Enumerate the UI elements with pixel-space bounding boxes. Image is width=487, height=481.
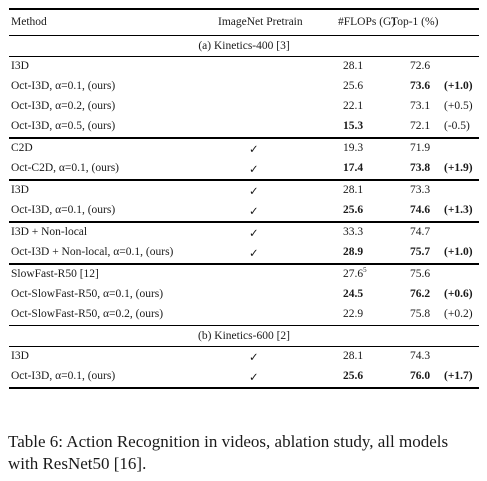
pretrain-cell: ✓ [249,228,259,240]
flops-cell: 28.1 [343,350,364,362]
flops-cell: 27.65 [343,266,367,280]
pretrain-cell: ✓ [249,144,259,156]
method-cell: Oct-I3D + Non-local, α=0.1, (ours) [11,246,174,258]
table-row: I3D ✓ 28.1 73.3 [9,181,479,201]
table-row: Oct-I3D, α=0.5, (ours) 15.3 72.1 (-0.5) [9,117,479,137]
flops-cell: 22.9 [343,308,364,320]
table-row: C2D ✓ 19.3 71.9 [9,139,479,159]
group-rule [9,179,479,181]
table-row: Oct-I3D, α=0.2, (ours) 22.1 73.1 (+0.5) [9,97,479,117]
flops-cell: 25.6 [343,370,364,382]
footnote-mark: 5 [363,266,367,275]
method-cell: I3D [11,184,29,196]
top1-cell: 71.9 [410,142,431,154]
table-row: I3D ✓ 28.1 74.3 [9,347,479,367]
bottom-rule [9,387,479,389]
section-rule [9,325,479,326]
section-rule [9,35,479,36]
table-row: Oct-I3D, α=0.1, (ours) ✓ 25.6 74.6 (+1.3) [9,201,479,221]
flops-cell: 28.1 [343,184,364,196]
pretrain-cell: ✓ [249,164,259,176]
table-body: (a) Kinetics-400 [3] I3D 28.1 72.6 Oct-I3D, … [9,35,479,389]
method-cell: C2D [11,142,33,154]
method-cell: I3D [11,60,29,72]
method-cell: Oct-SlowFast-R50, α=0.1, (ours) [11,288,164,300]
top1-cell: 74.7 [410,226,431,238]
table-row: Oct-C2D, α=0.1, (ours) ✓ 17.4 73.8 (+1.9) [9,159,479,179]
top1-cell: 73.1 [410,100,431,112]
method-cell: Oct-I3D, α=0.5, (ours) [11,120,116,132]
section-title: (a) Kinetics-400 [3] [198,40,290,52]
delta-cell: (+0.5) [444,100,473,112]
flops-cell: 15.3 [343,120,364,132]
table-header-row: Method ImageNet Pretrain #FLOPs (G) Top-… [9,10,479,35]
delta-cell: (+1.7) [444,370,473,382]
table-row: Oct-I3D + Non-local, α=0.1, (ours) ✓ 28.9 7… [9,243,479,263]
pretrain-cell: ✓ [249,186,259,198]
top1-cell: 74.6 [410,204,431,216]
group-rule [9,346,479,347]
table-row: Oct-I3D, α=0.1, (ours) 25.6 73.6 (+1.0) [9,77,479,97]
top1-cell: 73.3 [410,184,431,196]
group-rule [9,221,479,223]
method-cell: Oct-C2D, α=0.1, (ours) [11,162,120,174]
top1-cell: 72.6 [410,60,431,72]
flops-cell: 19.3 [343,142,364,154]
method-cell: SlowFast-R50 [12] [11,268,99,280]
top1-cell: 75.6 [410,268,431,280]
table-row: SlowFast-R50 [12] 27.65 75.6 [9,265,479,285]
method-cell: Oct-I3D, α=0.2, (ours) [11,100,116,112]
table-caption: Table 6: Action Recognition in videos, a… [8,432,449,473]
group-rule [9,263,479,265]
flops-cell: 17.4 [343,162,364,174]
pretrain-cell: ✓ [249,372,259,384]
header-method: Method [11,16,47,28]
header-pretrain: ImageNet Pretrain [218,16,303,28]
flops-cell: 28.1 [343,60,364,72]
table-row: Oct-I3D, α=0.1, (ours) ✓ 25.6 76.0 (+1.7) [9,367,479,387]
pretrain-cell: ✓ [249,352,259,364]
group-rule [9,137,479,139]
method-cell: I3D + Non-local [11,226,88,238]
table-row: I3D 28.1 72.6 [9,57,479,77]
delta-cell: (-0.5) [444,120,470,132]
delta-cell: (+0.2) [444,308,473,320]
method-cell: Oct-I3D, α=0.1, (ours) [11,204,116,216]
top1-cell: 75.8 [410,308,431,320]
top1-cell: 72.1 [410,120,431,132]
header-flops: #FLOPs (G) [338,16,396,28]
top1-cell: 76.0 [410,370,431,382]
flops-cell: 25.6 [343,80,364,92]
top1-cell: 73.6 [410,80,431,92]
delta-cell: (+0.6) [444,288,473,300]
header-top1: Top-1 (%) [391,16,439,28]
flops-cell: 28.9 [343,246,364,258]
table-row: Oct-SlowFast-R50, α=0.2, (ours) 22.9 75.8 (… [9,305,479,325]
top-rule [9,8,479,10]
pretrain-cell: ✓ [249,248,259,260]
delta-cell: (+1.3) [444,204,473,216]
top1-cell: 73.8 [410,162,431,174]
method-cell: Oct-SlowFast-R50, α=0.2, (ours) [11,308,164,320]
delta-cell: (+1.0) [444,80,473,92]
group-rule [9,56,479,57]
flops-cell: 25.6 [343,204,364,216]
pretrain-cell: ✓ [249,206,259,218]
flops-cell: 22.1 [343,100,364,112]
flops-cell: 24.5 [343,288,364,300]
top1-cell: 74.3 [410,350,431,362]
table-row: Oct-SlowFast-R50, α=0.1, (ours) 24.5 76.2 (… [9,285,479,305]
flops-cell: 33.3 [343,226,364,238]
delta-cell: (+1.9) [444,162,473,174]
delta-cell: (+1.0) [444,246,473,258]
top1-cell: 76.2 [410,288,431,300]
section-title: (b) Kinetics-600 [2] [198,330,290,342]
method-cell: Oct-I3D, α=0.1, (ours) [11,80,116,92]
method-cell: I3D [11,350,29,362]
results-table: Method ImageNet Pretrain #FLOPs (G) Top-… [9,8,479,389]
table-row: I3D + Non-local ✓ 33.3 74.7 [9,223,479,243]
top1-cell: 75.7 [410,246,431,258]
method-cell: Oct-I3D, α=0.1, (ours) [11,370,116,382]
